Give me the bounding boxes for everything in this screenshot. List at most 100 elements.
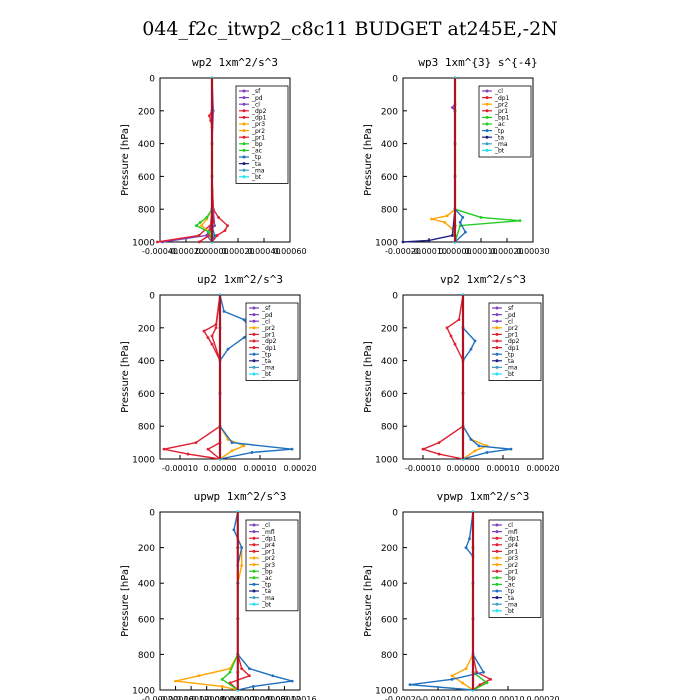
legend-marker: [252, 372, 256, 376]
legend-marker: [252, 556, 256, 560]
legend-label: _dp1: [494, 95, 510, 102]
series-line-dp1: [472, 512, 493, 691]
legend-marker: [252, 326, 256, 330]
legend-label: _ma: [504, 365, 518, 372]
legend-label: _sf: [504, 305, 514, 312]
data-point: [248, 674, 251, 678]
data-point: [215, 234, 219, 237]
legend-marker: [485, 102, 489, 106]
y-tick-label: 400: [381, 140, 398, 150]
x-tick-label: -0.00020: [142, 695, 178, 700]
series-group: [408, 510, 493, 692]
data-point: [473, 339, 477, 343]
legend-label: _mfl: [261, 529, 275, 536]
legend-label: _pr1: [504, 549, 518, 556]
legend-label: _pr3: [261, 562, 275, 569]
data-point: [240, 564, 244, 567]
legend-marker: [495, 563, 499, 567]
data-point: [445, 326, 449, 330]
x-tick-label: 0.00008: [252, 695, 285, 700]
data-point: [222, 310, 226, 313]
legend-label: _bp: [504, 575, 516, 582]
legend-marker: [495, 543, 499, 547]
data-point: [464, 230, 467, 234]
x-tick-label: 0.00010: [243, 464, 276, 473]
legend-marker: [495, 602, 499, 606]
legend-marker: [485, 109, 489, 113]
x-tick-label: -0.00010: [405, 464, 441, 473]
legend-marker: [242, 155, 246, 159]
data-point: [477, 444, 481, 448]
data-point: [468, 537, 471, 541]
y-tick-label: 800: [381, 423, 398, 433]
y-axis-label: Pressure [hPa]: [363, 124, 374, 196]
legend-marker: [252, 589, 256, 593]
legend-marker: [252, 596, 256, 600]
y-tick-label: 1000: [375, 687, 398, 697]
data-point: [200, 224, 204, 228]
data-point: [213, 224, 217, 228]
data-point: [451, 234, 454, 237]
legend-label: _sf: [251, 88, 261, 95]
legend-marker: [495, 332, 499, 336]
legend-marker: [252, 543, 256, 547]
legend-label: _bt: [261, 601, 272, 608]
data-point: [217, 216, 220, 219]
y-tick-label: 800: [138, 423, 155, 433]
data-point: [461, 216, 465, 219]
y-axis-label: Pressure [hPa]: [120, 565, 131, 637]
series-line-pr2: [462, 295, 489, 460]
x-tick-label: 0.00040: [247, 247, 280, 256]
legend-marker: [495, 530, 499, 534]
legend-label: _bp: [261, 568, 273, 575]
figure-title: 044_f2c_itwp2_c8c11 BUDGET at245E,-2N: [142, 18, 558, 40]
data-point: [401, 240, 405, 244]
y-tick-label: 400: [381, 580, 398, 590]
data-point: [461, 681, 464, 685]
data-point: [232, 528, 236, 532]
y-tick-label: 800: [381, 651, 398, 661]
legend-label: _dp2: [261, 338, 277, 345]
y-tick-label: 800: [138, 651, 155, 661]
legend: _sf_pd_cl_pr2_pr1_dp2_dp1_tp_ta_ma_bt: [245, 302, 299, 381]
legend-label: _dp2: [504, 338, 520, 345]
plot-frame: [402, 77, 534, 243]
data-point: [475, 670, 478, 674]
series-line-dp2: [163, 294, 221, 460]
legend-marker: [495, 549, 499, 553]
legend-marker: [242, 162, 246, 166]
legend-label: _tp: [251, 154, 261, 161]
legend-marker: [242, 129, 246, 133]
legend-label: _pr2: [504, 562, 518, 569]
plot-frame: [402, 294, 544, 460]
x-tick-label: -0.00004: [204, 695, 240, 700]
data-point: [450, 677, 454, 681]
legend-marker: [495, 556, 499, 560]
legend-marker: [495, 359, 499, 363]
chart-panel-3: up2 1xm^2/s^3 Pressure [hPa] 0 200 400 600 800…: [120, 273, 317, 473]
x-tick-label: 0.00000: [446, 464, 479, 473]
data-point: [421, 447, 425, 451]
data-point: [485, 681, 489, 685]
legend-marker: [485, 115, 489, 119]
data-point: [449, 334, 453, 338]
legend: _cl_mfl_dp1_pr4_pr1_pr3_pr2_pr1_bp_ac_tp…: [488, 519, 542, 618]
legend-marker: [495, 313, 499, 317]
data-point: [489, 677, 492, 681]
series-group: [174, 510, 294, 692]
data-point: [464, 667, 468, 671]
legend-marker: [495, 306, 499, 310]
data-point: [220, 677, 224, 681]
legend-marker: [495, 365, 499, 369]
y-tick-label: 200: [138, 544, 155, 554]
y-tick-label: 0: [392, 509, 398, 519]
legend-label: _ma: [261, 365, 275, 372]
y-tick-label: 200: [138, 324, 155, 334]
y-tick-label: 1000: [375, 456, 398, 466]
data-point: [195, 224, 198, 228]
legend-label: _ta: [494, 134, 504, 141]
data-point: [453, 342, 457, 346]
legend-label: _bt: [504, 371, 515, 378]
series-line-pr1: [206, 294, 221, 460]
legend-label: _pr2: [261, 555, 275, 562]
